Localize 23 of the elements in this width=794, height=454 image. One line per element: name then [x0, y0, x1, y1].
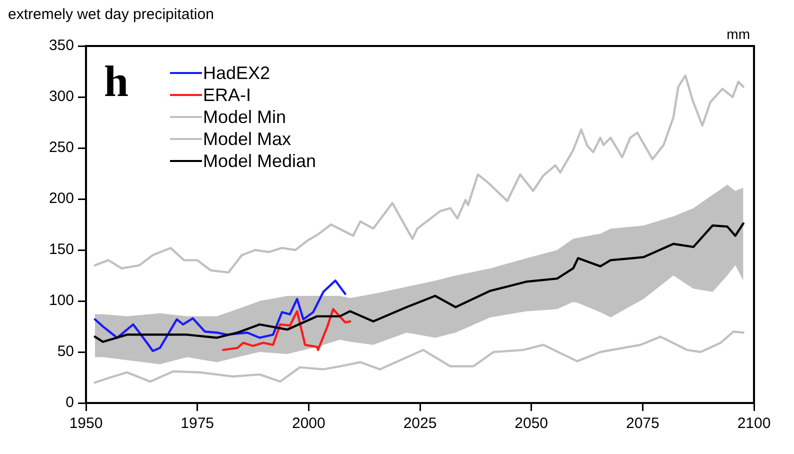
annotation: h	[104, 57, 128, 106]
legend-label: Model Median	[203, 150, 316, 171]
legend-label: HadEX2	[203, 62, 270, 83]
x-tick-label: 1975	[180, 415, 214, 432]
x-tick-label: 2100	[737, 415, 771, 432]
x-tick-label: 1950	[69, 415, 103, 432]
legend-label: Model Max	[203, 128, 292, 149]
y-tick-label: 250	[48, 139, 74, 156]
x-tick-label: 2000	[292, 415, 326, 432]
x-tick-label: 2050	[514, 415, 548, 432]
y-tick-label: 150	[48, 241, 74, 258]
y-tick-label: 300	[48, 88, 74, 106]
y-tick-label: 350	[48, 37, 74, 54]
legend-label: Model Min	[203, 106, 286, 127]
y-axis-title: mm	[726, 26, 750, 42]
x-tick-label: 2025	[403, 415, 437, 432]
x-tick-label: 2075	[626, 415, 660, 432]
y-tick-label: 0	[66, 394, 74, 412]
chart-title: extremely wet day precipitation	[8, 6, 214, 24]
y-tick-label: 100	[48, 292, 74, 310]
legend-label: ERA-I	[203, 84, 252, 105]
y-tick-label: 50	[57, 343, 74, 360]
y-tick-label: 200	[48, 190, 74, 208]
